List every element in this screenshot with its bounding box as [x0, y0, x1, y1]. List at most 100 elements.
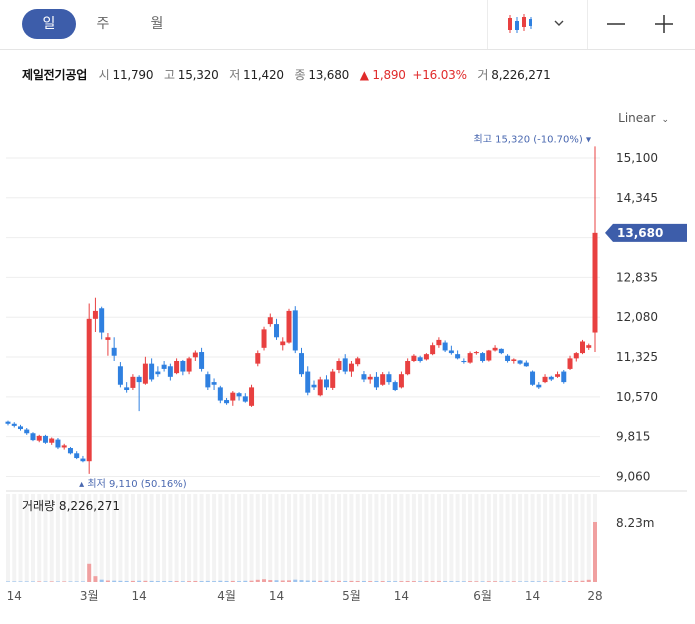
volume-bar	[530, 581, 535, 582]
volume-bar	[30, 581, 35, 582]
candle-body	[455, 354, 461, 359]
high-value: 15,320	[177, 68, 219, 82]
volume-bar	[568, 581, 573, 582]
volume-bar	[524, 581, 529, 582]
current-price-marker	[605, 223, 687, 242]
candle-body	[111, 347, 117, 356]
volume-bar	[336, 580, 341, 582]
candle-body	[348, 363, 354, 372]
open-value: 11,790	[112, 68, 154, 82]
tab-monthly[interactable]: 월	[150, 16, 164, 32]
candle-body	[217, 387, 223, 401]
candle-body	[361, 374, 367, 380]
low-value: 11,420	[243, 68, 284, 82]
volume-bar	[12, 581, 17, 582]
candle-body	[436, 339, 442, 346]
volume-bar	[424, 581, 429, 582]
candle-body	[311, 384, 317, 388]
candle-body	[555, 374, 561, 377]
candle-body	[523, 362, 529, 367]
candle-body	[355, 358, 361, 365]
volume-bar	[68, 581, 73, 582]
candle-body	[305, 371, 311, 393]
plus-icon[interactable]	[654, 14, 674, 38]
stock-name: 제일전기공업	[22, 68, 88, 82]
volume-bar	[549, 581, 554, 582]
volume-bar	[305, 580, 310, 582]
candle-body	[330, 371, 336, 388]
volume-bar	[493, 581, 498, 582]
volume-bar	[193, 580, 198, 582]
candle-body	[561, 371, 567, 383]
y-tick-label: 14,345	[616, 191, 658, 205]
candle-body	[61, 445, 67, 448]
volume-bar	[418, 581, 423, 582]
candle-body	[42, 435, 48, 443]
minus-icon[interactable]	[606, 14, 626, 38]
volume-bar	[368, 581, 373, 582]
candle-body	[380, 374, 386, 385]
volume-bar	[405, 581, 410, 582]
tab-daily[interactable]: 일	[22, 9, 76, 39]
toolbar-divider	[487, 0, 488, 49]
volume-label: 거	[477, 68, 489, 82]
current-price-label: 13,680	[617, 226, 663, 240]
x-tick-label: 14	[269, 589, 284, 603]
volume-bar	[486, 581, 491, 582]
volume-bar	[287, 580, 292, 582]
open-label: 시	[98, 68, 110, 82]
chevron-down-icon[interactable]	[553, 13, 565, 32]
volume-bar	[449, 581, 454, 582]
candle-body	[74, 453, 80, 459]
candle-body	[30, 433, 36, 441]
candle-body	[192, 352, 198, 358]
volume-bar	[205, 580, 210, 582]
volume-bar	[243, 580, 248, 582]
volume-bar	[274, 580, 279, 582]
volume-bar	[349, 580, 354, 582]
volume-bar	[112, 580, 117, 582]
candle-body	[299, 353, 304, 375]
volume-bar	[361, 580, 366, 582]
x-tick-label: 6월	[473, 589, 492, 603]
candle-body	[230, 392, 236, 401]
y-tick-label: 11,325	[616, 350, 658, 364]
candle-body	[80, 458, 86, 462]
volume-bar	[80, 581, 85, 582]
candle-body	[536, 384, 542, 388]
candle-body	[205, 374, 211, 388]
volume-bar	[293, 579, 298, 582]
candle-body	[473, 352, 479, 354]
volume-bar	[468, 581, 473, 582]
volume-bar	[311, 580, 316, 582]
volume-bar	[511, 581, 516, 582]
volume-bar	[499, 581, 504, 582]
volume-bar	[55, 581, 60, 582]
volume-value: 8,226,271	[491, 68, 551, 82]
volume-bar	[99, 579, 104, 582]
volume-bar	[518, 581, 523, 582]
candle-body	[442, 342, 448, 351]
candle-body	[136, 376, 142, 383]
volume-bar	[162, 581, 167, 582]
volume-axis-max: 8.23m	[616, 516, 654, 530]
toolbar-divider	[587, 0, 588, 49]
volume-bar	[380, 581, 385, 582]
change-arrow: ▲	[359, 68, 369, 82]
candle-body	[124, 387, 130, 391]
volume-bar	[318, 580, 323, 582]
volume-bar	[330, 580, 335, 582]
volume-bar	[187, 581, 192, 582]
candlestick-icon[interactable]	[507, 13, 533, 39]
x-tick-label: 14	[7, 589, 22, 603]
volume-bar	[62, 581, 67, 582]
scale-dropdown[interactable]: Linear ⌄	[618, 111, 669, 125]
candle-body	[342, 358, 348, 372]
candle-body	[117, 366, 123, 385]
candle-body	[174, 361, 180, 374]
volume-bar	[555, 581, 560, 582]
tab-weekly[interactable]: 주	[96, 16, 110, 32]
volume-bar	[580, 580, 585, 582]
candle-body	[336, 361, 342, 370]
